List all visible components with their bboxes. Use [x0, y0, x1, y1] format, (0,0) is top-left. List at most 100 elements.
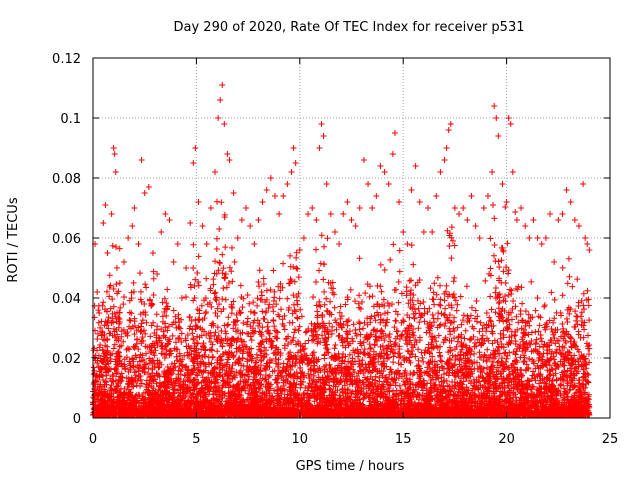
data-point — [503, 358, 510, 365]
data-point — [133, 382, 140, 389]
data-point — [541, 303, 548, 310]
data-point — [356, 255, 363, 262]
data-point — [216, 301, 223, 308]
data-point — [389, 151, 396, 157]
data-point — [533, 336, 540, 343]
data-point — [125, 235, 132, 241]
data-point — [420, 298, 427, 305]
data-point — [387, 256, 394, 263]
data-point — [340, 211, 347, 217]
data-point — [145, 184, 152, 190]
data-point — [321, 243, 328, 250]
data-point — [390, 241, 397, 248]
data-point — [431, 301, 438, 308]
data-point — [424, 364, 431, 371]
data-point — [112, 313, 119, 320]
chart-title: Day 290 of 2020, Rate Of TEC Index for r… — [174, 20, 525, 35]
data-point — [509, 169, 516, 175]
data-point — [331, 345, 338, 352]
data-point — [451, 379, 458, 386]
data-point — [264, 323, 271, 330]
data-point — [569, 283, 576, 290]
data-point — [404, 241, 411, 247]
data-point — [270, 267, 277, 274]
data-point — [316, 145, 323, 151]
data-point — [258, 380, 265, 387]
data-point — [159, 299, 166, 306]
data-point — [429, 229, 436, 235]
data-point — [138, 157, 145, 163]
data-point — [336, 241, 343, 247]
data-point — [464, 217, 471, 223]
data-point — [437, 321, 444, 328]
data-point — [104, 250, 111, 256]
data-point — [292, 326, 299, 333]
data-point — [172, 313, 179, 320]
data-point — [260, 281, 267, 288]
data-point — [557, 333, 564, 340]
data-point — [380, 296, 387, 303]
data-point — [219, 82, 226, 88]
data-point — [267, 175, 274, 181]
data-point — [530, 217, 537, 223]
data-point — [183, 265, 190, 271]
data-point — [580, 290, 587, 297]
data-point — [129, 223, 136, 229]
data-point — [356, 320, 363, 327]
data-point — [294, 314, 301, 321]
data-point — [203, 241, 210, 247]
data-point — [425, 205, 432, 211]
data-point — [377, 163, 384, 169]
data-point — [170, 259, 177, 265]
data-point — [438, 358, 445, 365]
data-point — [331, 304, 338, 311]
data-point — [396, 268, 403, 275]
data-point — [215, 115, 222, 121]
data-point — [248, 337, 255, 344]
data-point — [498, 257, 505, 264]
data-point — [454, 301, 461, 308]
data-point — [158, 229, 165, 235]
data-point — [547, 371, 554, 378]
data-point — [518, 205, 525, 211]
data-point — [441, 297, 448, 304]
data-point — [139, 334, 146, 341]
data-point — [141, 190, 148, 196]
data-point — [120, 301, 127, 308]
data-point — [458, 357, 465, 364]
data-point — [116, 280, 123, 286]
data-point — [582, 235, 589, 241]
data-point — [378, 288, 385, 295]
data-point — [108, 211, 115, 217]
data-point — [462, 327, 469, 334]
data-point — [217, 97, 224, 103]
data-point — [386, 331, 393, 338]
data-point — [420, 229, 427, 235]
data-point — [344, 199, 351, 205]
data-point — [451, 294, 458, 301]
data-point — [327, 211, 334, 217]
data-point — [445, 127, 452, 133]
data-point — [492, 309, 499, 316]
data-point — [431, 280, 438, 287]
data-point — [472, 223, 479, 229]
data-point — [548, 289, 555, 296]
data-point — [468, 304, 475, 311]
data-point — [178, 338, 185, 345]
data-point — [238, 217, 245, 223]
data-point — [276, 211, 283, 217]
data-point — [584, 241, 591, 247]
data-point — [400, 229, 407, 235]
data-point — [223, 284, 230, 291]
data-point — [387, 338, 394, 345]
data-point — [348, 217, 355, 223]
data-point — [221, 121, 228, 127]
data-point — [294, 349, 301, 356]
data-point — [365, 181, 372, 187]
data-point — [457, 293, 464, 300]
data-point — [280, 193, 287, 199]
data-point — [559, 292, 566, 299]
data-point — [247, 223, 254, 229]
data-point — [287, 252, 294, 259]
data-point — [390, 359, 397, 366]
